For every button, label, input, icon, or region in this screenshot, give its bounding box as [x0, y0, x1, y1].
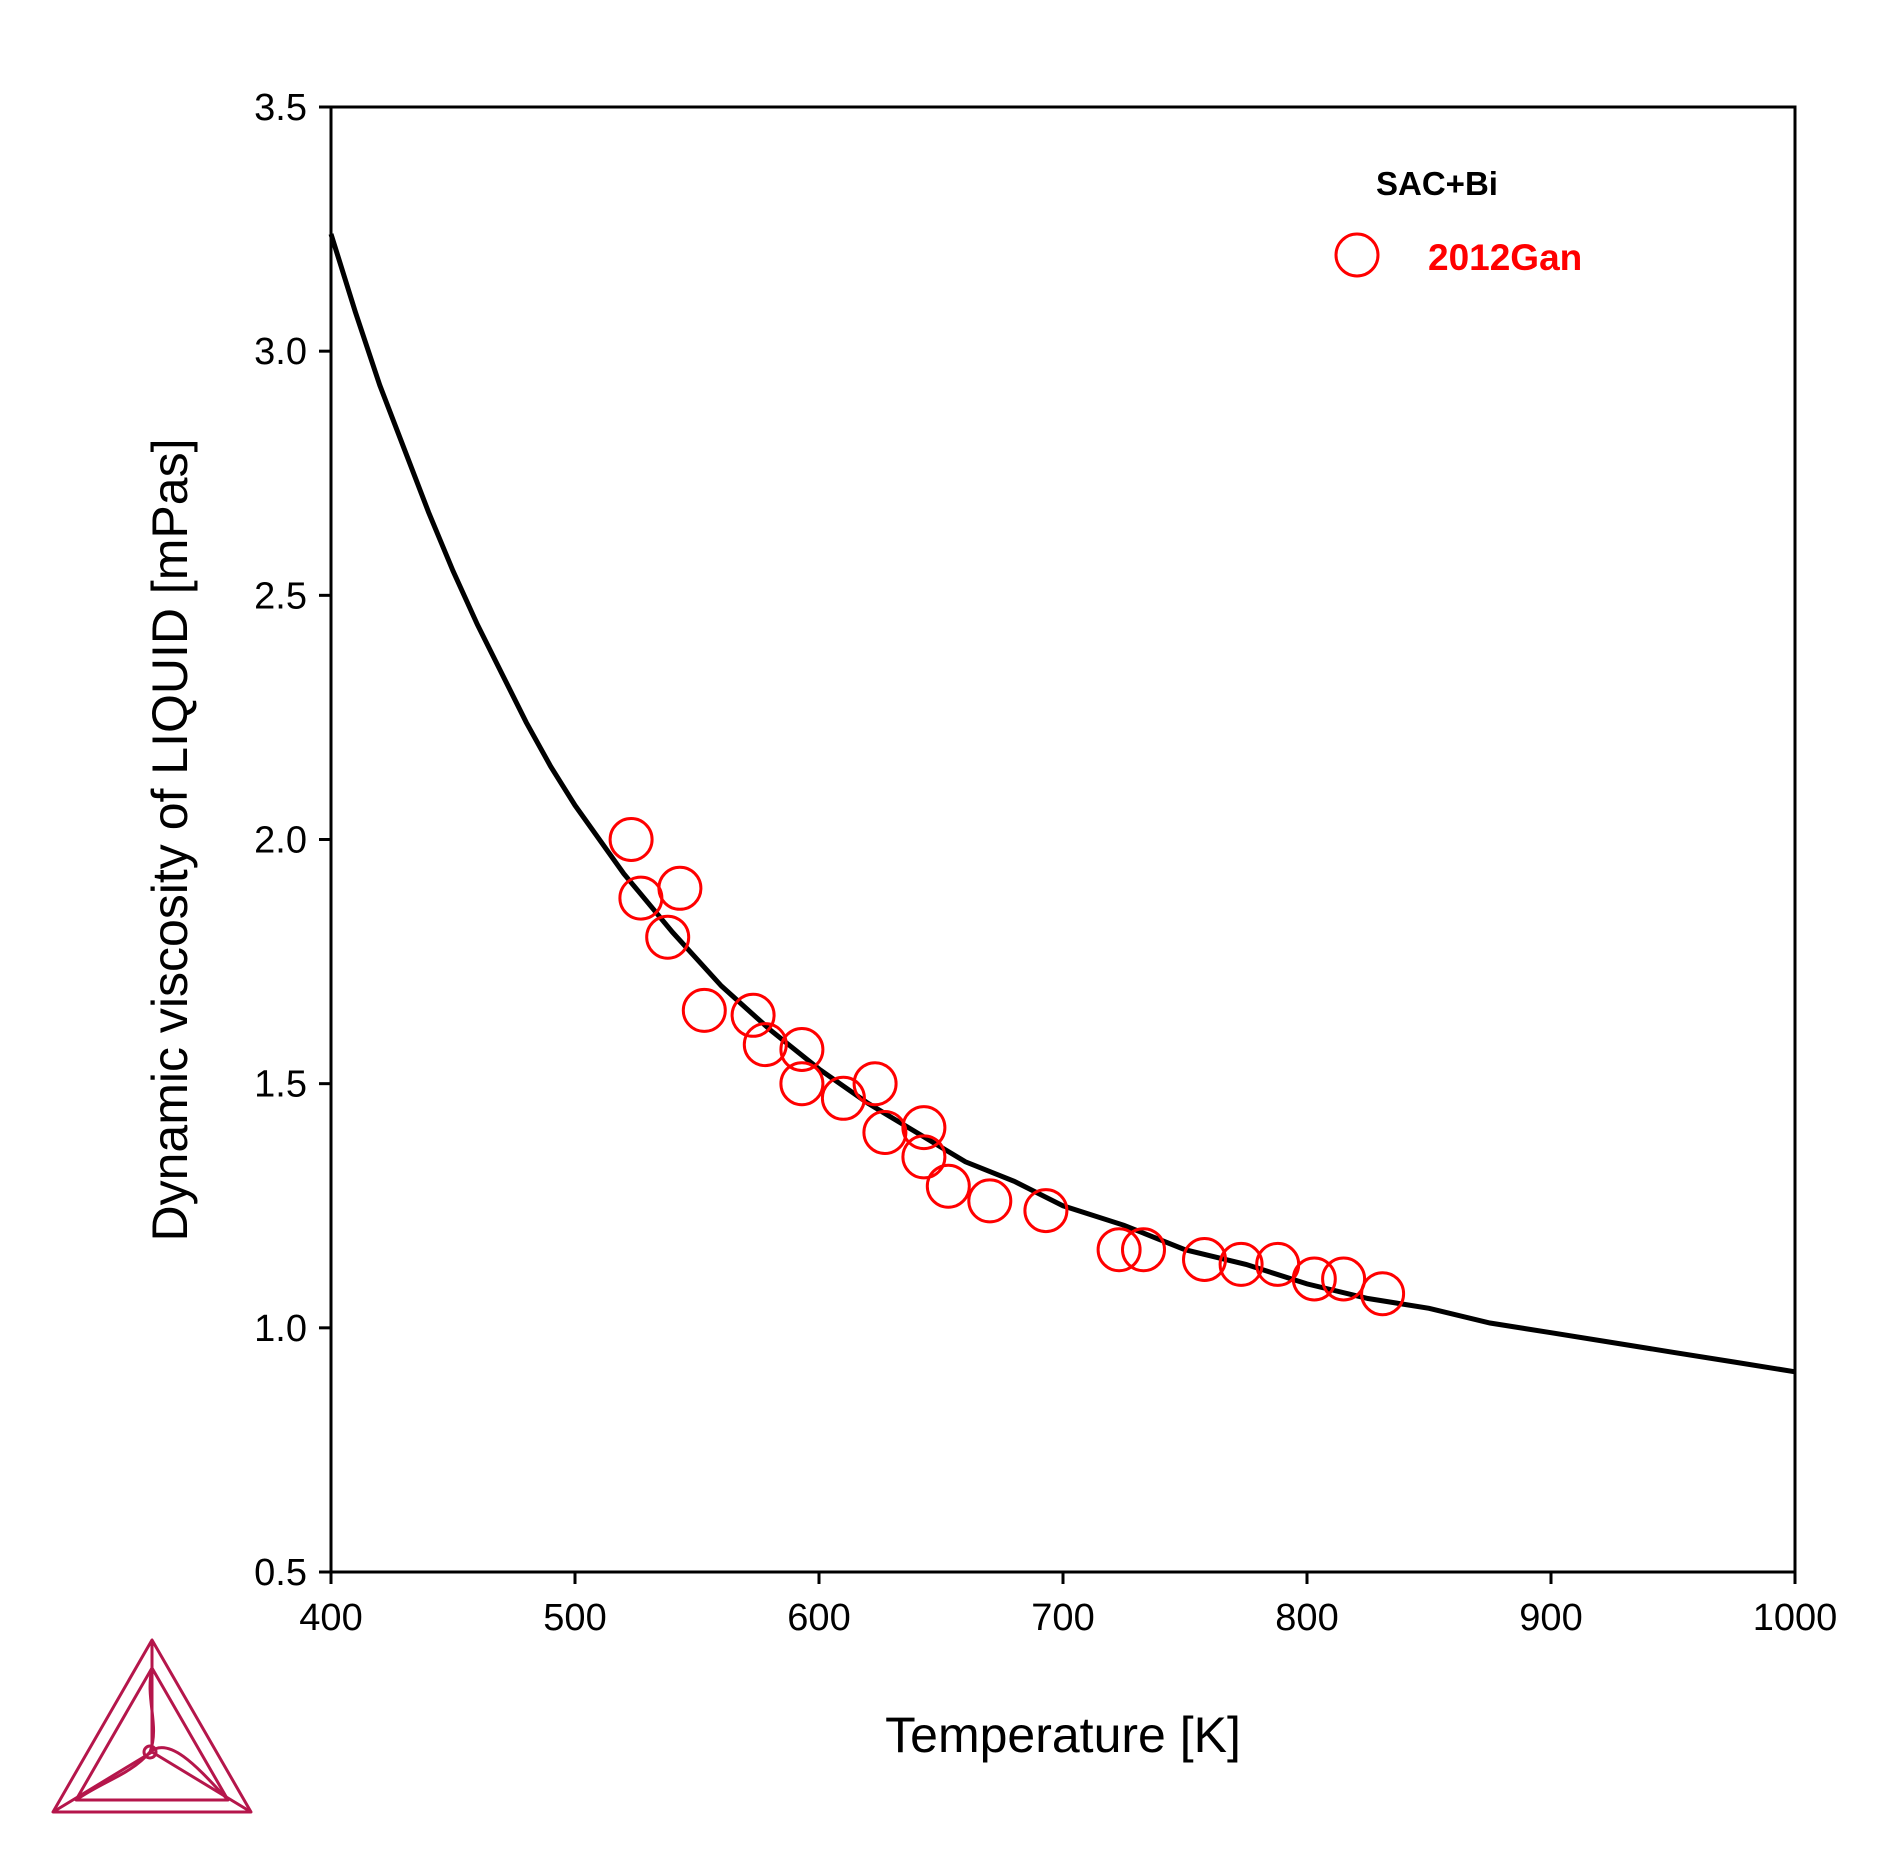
data-point-2012gan [1218, 1241, 1264, 1287]
data-point-2012gan [820, 1075, 866, 1121]
data-point-2012gan [901, 1105, 947, 1151]
data-point-2012gan [742, 1022, 788, 1068]
data-point-2012gan [852, 1061, 898, 1107]
x-tick-label: 400 [299, 1597, 362, 1639]
x-tick-label: 700 [1031, 1597, 1094, 1639]
data-point-2012gan [1291, 1256, 1337, 1302]
y-axis-title: Dynamic viscosity of LIQUID [mPas] [142, 439, 198, 1242]
data-point-2012gan [1023, 1188, 1069, 1234]
data-point-2012gan [1121, 1227, 1166, 1273]
legend-marker-2012gan [1334, 232, 1380, 278]
x-tick-label: 500 [543, 1597, 606, 1639]
data-point-2012gan [1360, 1271, 1406, 1317]
thermo-calc-logo [51, 1638, 253, 1814]
x-tick-label: 600 [787, 1597, 850, 1639]
data-point-2012gan [608, 817, 654, 862]
y-tick-label: 2.0 [254, 820, 307, 862]
plot-area [329, 105, 1797, 1574]
y-tick-label: 1.0 [254, 1308, 307, 1350]
y-axis-ticks: 0.5 1.0 1.5 2.0 2.5 3.0 3.5 [254, 87, 331, 1594]
data-point-2012gan [925, 1163, 971, 1209]
legend: SAC+Bi 2012Gan [1334, 165, 1582, 278]
data-point-2012gan [645, 914, 691, 960]
x-axis-ticks: 400 500 600 700 800 900 1000 [299, 1572, 1837, 1639]
legend-label-2012gan: 2012Gan [1428, 237, 1582, 278]
x-tick-label: 800 [1275, 1597, 1338, 1639]
y-tick-label: 3.0 [254, 331, 307, 373]
data-point-2012gan [1321, 1256, 1367, 1302]
data-point-2012gan [730, 992, 776, 1038]
x-tick-label: 1000 [1753, 1597, 1838, 1639]
legend-title: SAC+Bi [1376, 165, 1498, 202]
data-point-2012gan [862, 1110, 908, 1155]
data-point-2012gan [1096, 1227, 1142, 1273]
data-point-2012gan [779, 1061, 825, 1107]
x-tick-label: 900 [1519, 1597, 1582, 1639]
data-points [608, 817, 1406, 1317]
data-point-2012gan [779, 1027, 825, 1072]
y-tick-label: 3.5 [254, 87, 307, 129]
y-tick-label: 1.5 [254, 1064, 307, 1106]
data-point-2012gan [657, 865, 703, 911]
data-point-2012gan [681, 987, 727, 1033]
data-point-2012gan [967, 1178, 1013, 1224]
data-point-2012gan [1182, 1237, 1227, 1282]
y-tick-label: 2.5 [254, 575, 307, 617]
data-point-2012gan [901, 1134, 947, 1180]
x-axis-title: Temperature [K] [885, 1707, 1241, 1763]
y-tick-label: 0.5 [254, 1552, 307, 1594]
